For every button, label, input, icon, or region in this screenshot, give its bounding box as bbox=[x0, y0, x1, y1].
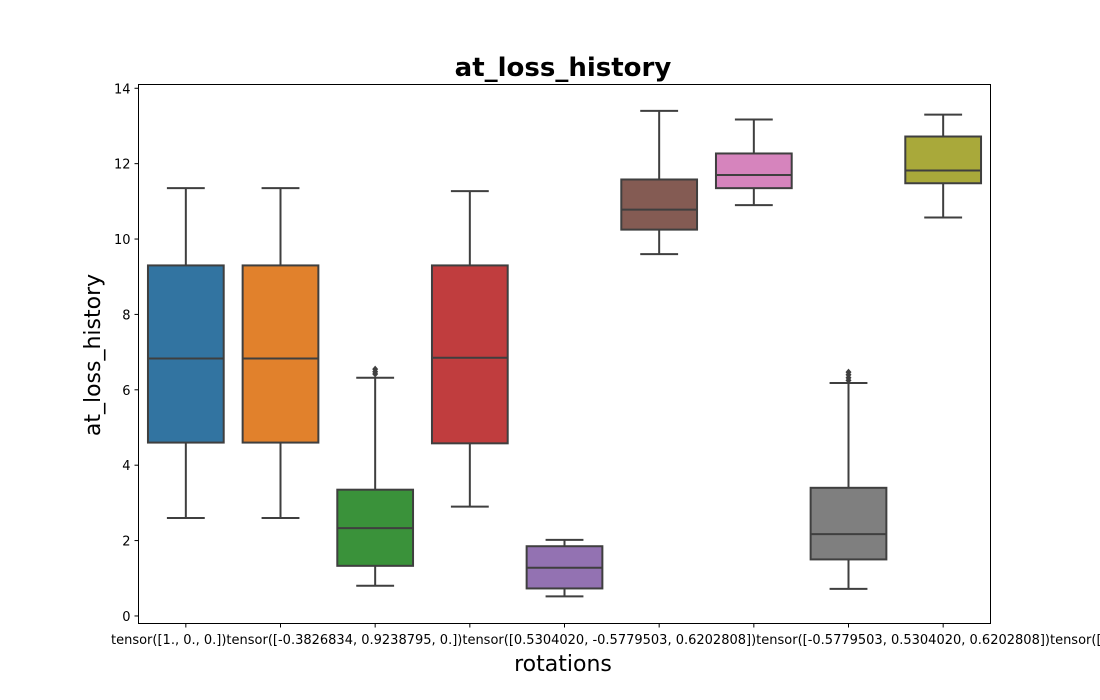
box-4 bbox=[430, 190, 509, 628]
y-axis-label: at_loss_history bbox=[81, 274, 106, 436]
y-tick-label: 2 bbox=[122, 535, 130, 550]
plot-area bbox=[146, 109, 983, 628]
box-iqr bbox=[430, 264, 509, 445]
box-iqr bbox=[714, 152, 793, 190]
box-iqr bbox=[620, 178, 699, 231]
box-7 bbox=[714, 118, 793, 628]
y-axis: 0 2 4 6 8 10 12 14 bbox=[114, 82, 139, 625]
outlier-point bbox=[845, 368, 852, 376]
box-6 bbox=[620, 109, 699, 628]
box-2 bbox=[241, 187, 320, 628]
box-iqr bbox=[146, 264, 225, 444]
box-iqr bbox=[904, 135, 983, 185]
box-8 bbox=[809, 368, 888, 628]
plot-frame bbox=[138, 84, 991, 624]
y-tick-label: 12 bbox=[114, 158, 131, 173]
x-tick-labels: tensor([1., 0., 0.])tensor([-0.3826834, … bbox=[111, 633, 1100, 648]
box-3 bbox=[336, 365, 415, 628]
y-tick-label: 0 bbox=[122, 610, 130, 625]
box-iqr bbox=[241, 264, 320, 444]
y-tick-label: 8 bbox=[122, 308, 130, 323]
outlier-point bbox=[372, 365, 379, 373]
box-5 bbox=[525, 538, 604, 628]
x-axis-label: rotations bbox=[514, 652, 612, 677]
box-iqr bbox=[809, 486, 888, 561]
y-tick-label: 4 bbox=[122, 459, 130, 474]
box-1 bbox=[146, 187, 225, 628]
chart-title: at_loss_history bbox=[455, 53, 672, 83]
y-tick-label: 6 bbox=[122, 384, 130, 399]
y-tick-label: 14 bbox=[114, 82, 131, 97]
y-tick-label: 10 bbox=[114, 233, 131, 248]
box-9 bbox=[904, 113, 983, 628]
